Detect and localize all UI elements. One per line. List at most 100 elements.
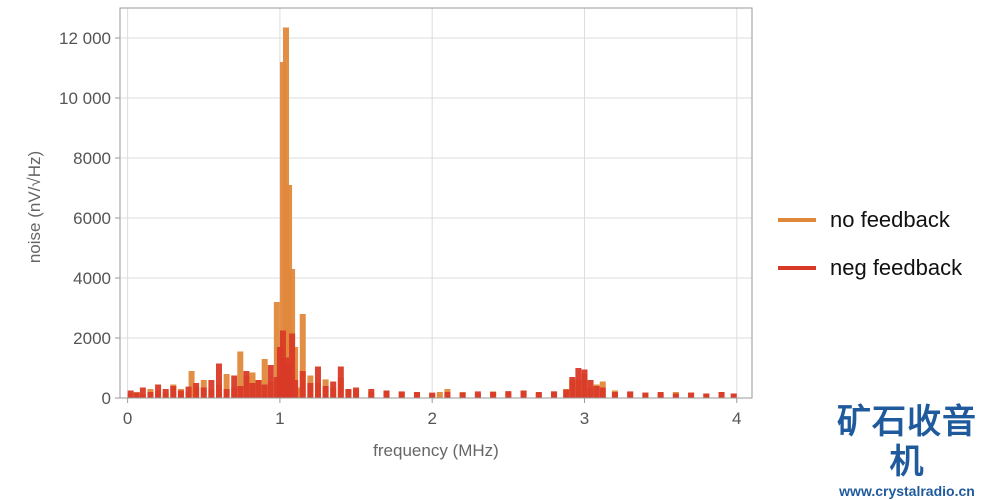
legend: no feedback neg feedback: [778, 196, 962, 292]
bar-neg-feedback-27: [292, 380, 299, 398]
bar-neg-feedback-6: [170, 386, 177, 398]
bar-neg-feedback-41: [444, 392, 451, 398]
bar-neg-feedback-30: [314, 366, 321, 398]
bar-neg-feedback-36: [368, 389, 375, 398]
bar-neg-feedback-37: [383, 390, 390, 398]
bar-no-feedback-16: [237, 351, 244, 398]
bar-neg-feedback-23: [279, 330, 286, 398]
bar-neg-feedback-49: [563, 389, 570, 398]
x-tick-label-3: 3: [580, 409, 589, 428]
bar-neg-feedback-50: [569, 377, 576, 398]
bar-neg-feedback-24: [282, 357, 289, 398]
y-tick-label-2: 4000: [73, 269, 111, 288]
bar-no-feedback-20: [261, 359, 268, 398]
grid: [120, 8, 752, 399]
bar-neg-feedback-64: [730, 393, 737, 398]
y-tick-label-0: 0: [102, 389, 111, 408]
y-tick-label-5: 10 000: [59, 89, 111, 108]
bar-neg-feedback-58: [642, 392, 649, 398]
legend-label-neg-feedback: neg feedback: [830, 255, 963, 280]
x-tick-label-4: 4: [732, 409, 741, 428]
bar-neg-feedback-54: [593, 386, 600, 398]
bar-no-feedback-9: [188, 371, 195, 398]
legend-label-no-feedback: no feedback: [830, 207, 950, 232]
watermark-url: www.crystalradio.cn: [839, 483, 975, 499]
bar-neg-feedback-7: [177, 390, 184, 398]
bar-no-feedback-22: [273, 302, 280, 398]
bar-neg-feedback-31: [322, 386, 329, 398]
bar-neg-feedback-25: [286, 363, 293, 398]
legend-swatch-no-feedback: [778, 218, 816, 222]
bar-neg-feedback-5: [162, 389, 169, 398]
bar-neg-feedback-21: [273, 377, 280, 398]
bar-neg-feedback-59: [657, 392, 664, 398]
x-axis-label: frequency (MHz): [373, 441, 499, 460]
noise-chart: 0 1 2 3 4 0 2000 4000 6000 8000 10 000 12 000 freq…: [25, 7, 753, 460]
bar-neg-feedback-45: [505, 391, 512, 398]
bar-neg-feedback-42: [459, 392, 466, 398]
bar-no-feedback-43: [436, 392, 443, 398]
bar-neg-feedback-38: [398, 391, 405, 398]
legend-swatch-neg-feedback: [778, 266, 816, 270]
bar-neg-feedback-33: [337, 366, 344, 398]
bar-neg-feedback-10: [200, 387, 207, 398]
bar-neg-feedback-51: [575, 368, 582, 398]
bar-neg-feedback-11: [208, 380, 215, 398]
y-tick-label-4: 8000: [73, 149, 111, 168]
bar-neg-feedback-52: [581, 369, 588, 398]
bar-neg-feedback-18: [255, 380, 262, 398]
bar-neg-feedback-44: [490, 392, 497, 398]
bar-neg-feedback-29: [307, 383, 314, 398]
watermark-logo: 矿石收音机 www.crystalradio.cn: [822, 402, 992, 500]
bar-neg-feedback-57: [627, 391, 634, 398]
bar-neg-feedback-2: [139, 387, 146, 398]
x-axis-ticks: 0 1 2 3 4: [123, 398, 742, 428]
bar-neg-feedback-43: [474, 391, 481, 398]
bar-no-feedback-29: [295, 387, 302, 398]
x-tick-label-0: 0: [123, 409, 132, 428]
bar-neg-feedback-22: [276, 347, 283, 398]
bar-no-feedback-24: [279, 62, 286, 398]
y-tick-label-3: 6000: [73, 209, 111, 228]
bar-neg-feedback-56: [611, 392, 618, 398]
legend-item-no-feedback: no feedback: [778, 196, 962, 244]
y-tick-label-1: 2000: [73, 329, 111, 348]
plot-frame: [119, 7, 753, 399]
bar-neg-feedback-4: [155, 384, 162, 398]
bar-neg-feedback-63: [718, 392, 725, 398]
bar-no-feedback-30: [299, 314, 306, 398]
bar-neg-feedback-62: [703, 393, 710, 398]
x-tick-label-1: 1: [275, 409, 284, 428]
bar-no-feedback-25: [282, 27, 289, 398]
legend-item-neg-feedback: neg feedback: [778, 244, 962, 292]
bar-neg-feedback-12: [215, 363, 222, 398]
bar-neg-feedback-46: [520, 390, 527, 398]
bar-neg-feedback-1: [133, 392, 140, 398]
bar-neg-feedback-61: [688, 392, 695, 398]
bar-neg-feedback-15: [237, 386, 244, 398]
bar-neg-feedback-40: [429, 392, 436, 398]
bar-neg-feedback-17: [249, 383, 256, 398]
bar-neg-feedback-28: [299, 371, 306, 398]
bar-neg-feedback-19: [261, 384, 268, 398]
bar-neg-feedback-0: [127, 390, 134, 398]
bar-neg-feedback-47: [535, 392, 542, 398]
bar-no-feedback-28: [292, 347, 299, 398]
bar-neg-feedback-60: [672, 393, 679, 398]
watermark-title: 矿石收音机: [837, 403, 977, 481]
y-tick-label-6: 12 000: [59, 29, 111, 48]
y-axis-label: noise (nV/√Hz): [25, 151, 44, 263]
bar-neg-feedback-16: [243, 371, 250, 398]
bar-neg-feedback-48: [551, 391, 558, 398]
bar-neg-feedback-32: [330, 381, 337, 398]
y-axis-ticks: 0 2000 4000 6000 8000 10 000 12 000: [59, 29, 120, 408]
bar-no-feedback-14: [223, 374, 230, 398]
bar-neg-feedback-55: [599, 387, 606, 398]
bar-neg-feedback-9: [193, 383, 200, 398]
bar-neg-feedback-34: [345, 389, 352, 398]
bar-neg-feedback-35: [353, 387, 360, 398]
x-tick-label-2: 2: [427, 409, 436, 428]
series-neg-feedback: [127, 330, 737, 398]
bar-no-feedback-26: [286, 185, 293, 398]
bar-neg-feedback-3: [147, 392, 154, 398]
